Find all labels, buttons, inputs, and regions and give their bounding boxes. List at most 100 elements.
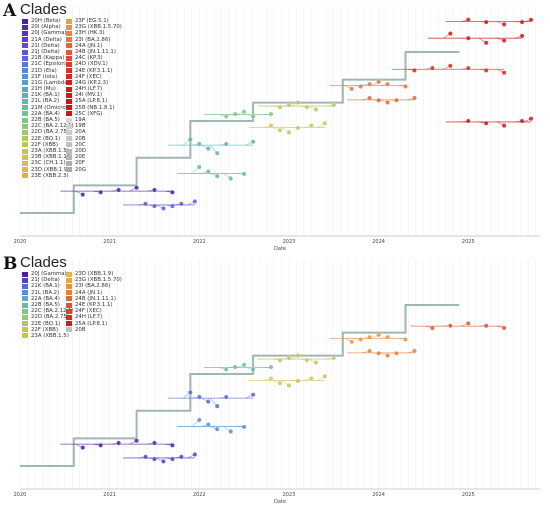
data-point[interactable] — [205, 146, 211, 151]
data-point[interactable] — [179, 454, 184, 460]
data-point[interactable] — [187, 137, 193, 142]
data-point[interactable] — [519, 33, 525, 39]
data-point[interactable] — [465, 118, 471, 124]
data-point[interactable] — [483, 68, 489, 73]
data-point[interactable] — [268, 123, 274, 128]
data-point[interactable] — [501, 38, 507, 43]
data-point[interactable] — [331, 355, 337, 361]
data-point[interactable] — [223, 141, 229, 147]
data-point[interactable] — [367, 81, 373, 87]
data-point[interactable] — [80, 445, 86, 450]
data-point[interactable] — [196, 141, 202, 147]
data-point[interactable] — [250, 392, 256, 398]
data-point[interactable] — [447, 323, 453, 329]
data-point[interactable] — [447, 31, 453, 36]
data-point[interactable] — [367, 348, 373, 354]
data-point[interactable] — [385, 81, 390, 87]
data-point[interactable] — [223, 394, 229, 400]
data-point[interactable] — [483, 120, 489, 126]
data-point[interactable] — [241, 362, 247, 368]
data-point[interactable] — [196, 164, 202, 170]
data-point[interactable] — [192, 199, 198, 204]
data-point[interactable] — [331, 102, 337, 108]
data-point[interactable] — [80, 192, 86, 197]
data-point[interactable] — [465, 35, 471, 41]
data-point[interactable] — [304, 104, 310, 110]
data-point[interactable] — [376, 97, 381, 103]
data-point[interactable] — [152, 203, 157, 209]
data-point[interactable] — [286, 130, 292, 135]
data-point[interactable] — [232, 364, 238, 370]
data-point[interactable] — [179, 201, 184, 207]
data-point[interactable] — [170, 189, 175, 195]
data-point[interactable] — [214, 150, 220, 156]
data-point[interactable] — [214, 426, 220, 432]
data-point[interactable] — [277, 127, 283, 133]
data-point[interactable] — [250, 367, 256, 372]
data-point[interactable] — [309, 123, 314, 128]
data-point[interactable] — [268, 111, 274, 117]
data-point[interactable] — [98, 189, 104, 195]
data-point[interactable] — [152, 456, 157, 462]
data-point[interactable] — [196, 417, 202, 423]
data-point[interactable] — [465, 17, 471, 23]
data-point[interactable] — [412, 348, 417, 354]
data-point[interactable] — [430, 65, 435, 71]
data-point[interactable] — [394, 350, 399, 356]
data-point[interactable] — [161, 206, 166, 211]
data-point[interactable] — [483, 323, 489, 329]
data-point[interactable] — [483, 19, 489, 25]
data-point[interactable] — [187, 390, 193, 395]
data-point[interactable] — [519, 19, 525, 25]
data-point[interactable] — [295, 125, 301, 131]
data-point[interactable] — [268, 364, 274, 370]
data-point[interactable] — [465, 65, 471, 71]
data-point[interactable] — [116, 187, 121, 193]
data-point[interactable] — [465, 321, 471, 326]
data-point[interactable] — [286, 383, 292, 388]
data-point[interactable] — [376, 79, 381, 85]
data-point[interactable] — [394, 97, 399, 103]
data-point[interactable] — [277, 357, 283, 363]
data-point[interactable] — [501, 325, 507, 331]
data-point[interactable] — [192, 452, 198, 457]
data-point[interactable] — [412, 95, 417, 101]
data-point[interactable] — [501, 70, 507, 76]
data-point[interactable] — [349, 86, 355, 92]
data-point[interactable] — [134, 438, 139, 444]
data-point[interactable] — [313, 107, 319, 112]
data-point[interactable] — [295, 353, 301, 358]
data-point[interactable] — [241, 109, 247, 115]
data-point[interactable] — [228, 429, 234, 434]
data-point[interactable] — [528, 116, 534, 122]
data-point[interactable] — [152, 440, 157, 446]
data-point[interactable] — [228, 176, 234, 181]
data-point[interactable] — [250, 139, 256, 145]
data-point[interactable] — [367, 334, 373, 340]
data-point[interactable] — [483, 40, 489, 46]
data-point[interactable] — [403, 84, 408, 89]
data-point[interactable] — [304, 357, 310, 363]
data-point[interactable] — [214, 173, 220, 179]
data-point[interactable] — [143, 454, 148, 460]
data-point[interactable] — [322, 373, 328, 379]
data-point[interactable] — [358, 84, 364, 89]
data-point[interactable] — [313, 360, 319, 365]
data-point[interactable] — [223, 114, 229, 119]
data-point[interactable] — [385, 334, 390, 340]
data-point[interactable] — [295, 378, 301, 384]
data-point[interactable] — [268, 376, 274, 381]
data-point[interactable] — [376, 332, 381, 338]
data-point[interactable] — [205, 399, 211, 404]
data-point[interactable] — [134, 185, 139, 191]
data-point[interactable] — [430, 325, 435, 331]
data-point[interactable] — [385, 353, 390, 358]
data-point[interactable] — [277, 104, 283, 110]
data-point[interactable] — [98, 442, 104, 448]
data-point[interactable] — [241, 171, 247, 177]
data-point[interactable] — [309, 376, 314, 381]
data-point[interactable] — [376, 350, 381, 356]
data-point[interactable] — [196, 394, 202, 400]
data-point[interactable] — [447, 63, 453, 69]
data-point[interactable] — [170, 442, 175, 448]
